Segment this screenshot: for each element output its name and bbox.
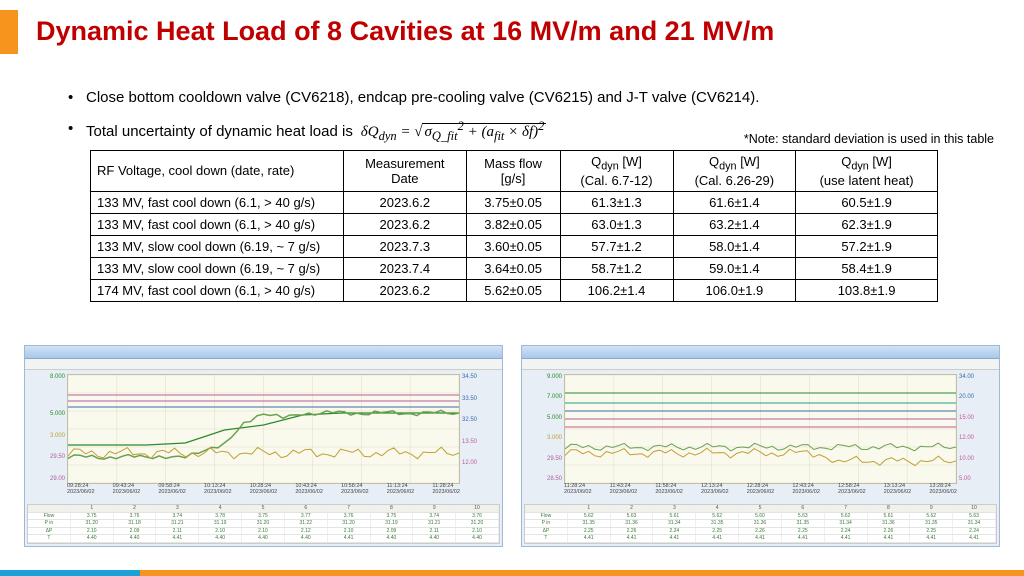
table-cell: 61.6±1.4 <box>673 191 796 213</box>
table-row: 174 MV, fast cool down (6.1, > 40 g/s)20… <box>91 279 938 301</box>
chart-yaxis-right: 34.0020.0015.0012.0010.005.00 <box>959 374 997 482</box>
col-header: Qdyn [W](Cal. 6.26-29) <box>673 151 796 192</box>
chart-area <box>564 374 957 484</box>
table-cell: 174 MV, fast cool down (6.1, > 40 g/s) <box>91 279 344 301</box>
table-cell: 2023.6.2 <box>344 279 467 301</box>
table-cell: 3.60±0.05 <box>466 235 560 257</box>
table-cell: 57.2±1.9 <box>796 235 938 257</box>
data-grid: 12345678910Flow5.625.635.615.625.605.635… <box>524 504 997 544</box>
table-cell: 58.0±1.4 <box>673 235 796 257</box>
chart-yaxis-left: 8.0005.0003.00029.5029.00 <box>27 374 65 482</box>
window-toolbar <box>522 359 999 370</box>
col-header: Qdyn [W](use latent heat) <box>796 151 938 192</box>
table-cell: 106.0±1.9 <box>673 279 796 301</box>
chart-xaxis: 11:28:242023/06/0211:43:242023/06/0211:5… <box>564 483 957 501</box>
table-cell: 63.2±1.4 <box>673 213 796 235</box>
table-cell: 57.7±1.2 <box>560 235 673 257</box>
table-cell: 63.0±1.3 <box>560 213 673 235</box>
col-header: Mass flow[g/s] <box>466 151 560 192</box>
col-header: MeasurementDate <box>344 151 467 192</box>
chart-yaxis-left: 9.0007.0005.0003.00029.5028.50 <box>524 374 562 482</box>
table-row: 133 MV, slow cool down (6.19, ~ 7 g/s)20… <box>91 257 938 279</box>
data-grid: 12345678910Flow3.753.763.743.783.753.773… <box>27 504 500 544</box>
table-note: *Note: standard deviation is used in thi… <box>744 132 994 146</box>
window-titlebar <box>25 346 502 359</box>
table-header-row: RF Voltage, cool down (date, rate)Measur… <box>91 151 938 192</box>
chart-yaxis-right: 34.5033.5032.5013.5012.00 <box>462 374 500 482</box>
table-cell: 58.7±1.2 <box>560 257 673 279</box>
footer-orange <box>140 570 1024 576</box>
table-cell: 3.64±0.05 <box>466 257 560 279</box>
table-row: 133 MV, slow cool down (6.19, ~ 7 g/s)20… <box>91 235 938 257</box>
chart-area <box>67 374 460 484</box>
col-header: RF Voltage, cool down (date, rate) <box>91 151 344 192</box>
table-row: 133 MV, fast cool down (6.1, > 40 g/s)20… <box>91 213 938 235</box>
table-cell: 2023.7.3 <box>344 235 467 257</box>
table-cell: 60.5±1.9 <box>796 191 938 213</box>
data-table: RF Voltage, cool down (date, rate)Measur… <box>90 150 938 302</box>
chart-xaxis: 09:28:242023/06/0209:43:242023/06/0209:5… <box>67 483 460 501</box>
data-table-wrap: RF Voltage, cool down (date, rate)Measur… <box>90 150 938 302</box>
table-cell: 61.3±1.3 <box>560 191 673 213</box>
table-cell: 133 MV, slow cool down (6.19, ~ 7 g/s) <box>91 235 344 257</box>
screenshots-row: 8.0005.0003.00029.5029.00 34.5033.5032.50… <box>24 345 1000 547</box>
accent-bar <box>0 10 18 54</box>
window-titlebar <box>522 346 999 359</box>
table-cell: 62.3±1.9 <box>796 213 938 235</box>
table-cell: 133 MV, fast cool down (6.1, > 40 g/s) <box>91 213 344 235</box>
table-cell: 133 MV, fast cool down (6.1, > 40 g/s) <box>91 191 344 213</box>
table-cell: 133 MV, slow cool down (6.19, ~ 7 g/s) <box>91 257 344 279</box>
footer-blue <box>0 570 140 576</box>
table-cell: 3.75±0.05 <box>466 191 560 213</box>
table-cell: 2023.6.2 <box>344 191 467 213</box>
page-title: Dynamic Heat Load of 8 Cavities at 16 MV… <box>36 16 1004 47</box>
formula: δQdyn = √σQ_fit2 + (afit × δf)2 <box>357 124 546 140</box>
table-cell: 106.2±1.4 <box>560 279 673 301</box>
bullet-1: Close bottom cooldown valve (CV6218), en… <box>64 87 1004 108</box>
table-cell: 5.62±0.05 <box>466 279 560 301</box>
table-cell: 103.8±1.9 <box>796 279 938 301</box>
col-header: Qdyn [W](Cal. 6.7-12) <box>560 151 673 192</box>
table-cell: 58.4±1.9 <box>796 257 938 279</box>
table-cell: 2023.7.4 <box>344 257 467 279</box>
table-cell: 3.82±0.05 <box>466 213 560 235</box>
table-row: 133 MV, fast cool down (6.1, > 40 g/s)20… <box>91 191 938 213</box>
table-cell: 2023.6.2 <box>344 213 467 235</box>
screenshot-right: 9.0007.0005.0003.00029.5028.50 34.0020.00… <box>521 345 1000 547</box>
table-cell: 59.0±1.4 <box>673 257 796 279</box>
screenshot-left: 8.0005.0003.00029.5029.00 34.5033.5032.50… <box>24 345 503 547</box>
window-toolbar <box>25 359 502 370</box>
footer-bar <box>0 570 1024 576</box>
